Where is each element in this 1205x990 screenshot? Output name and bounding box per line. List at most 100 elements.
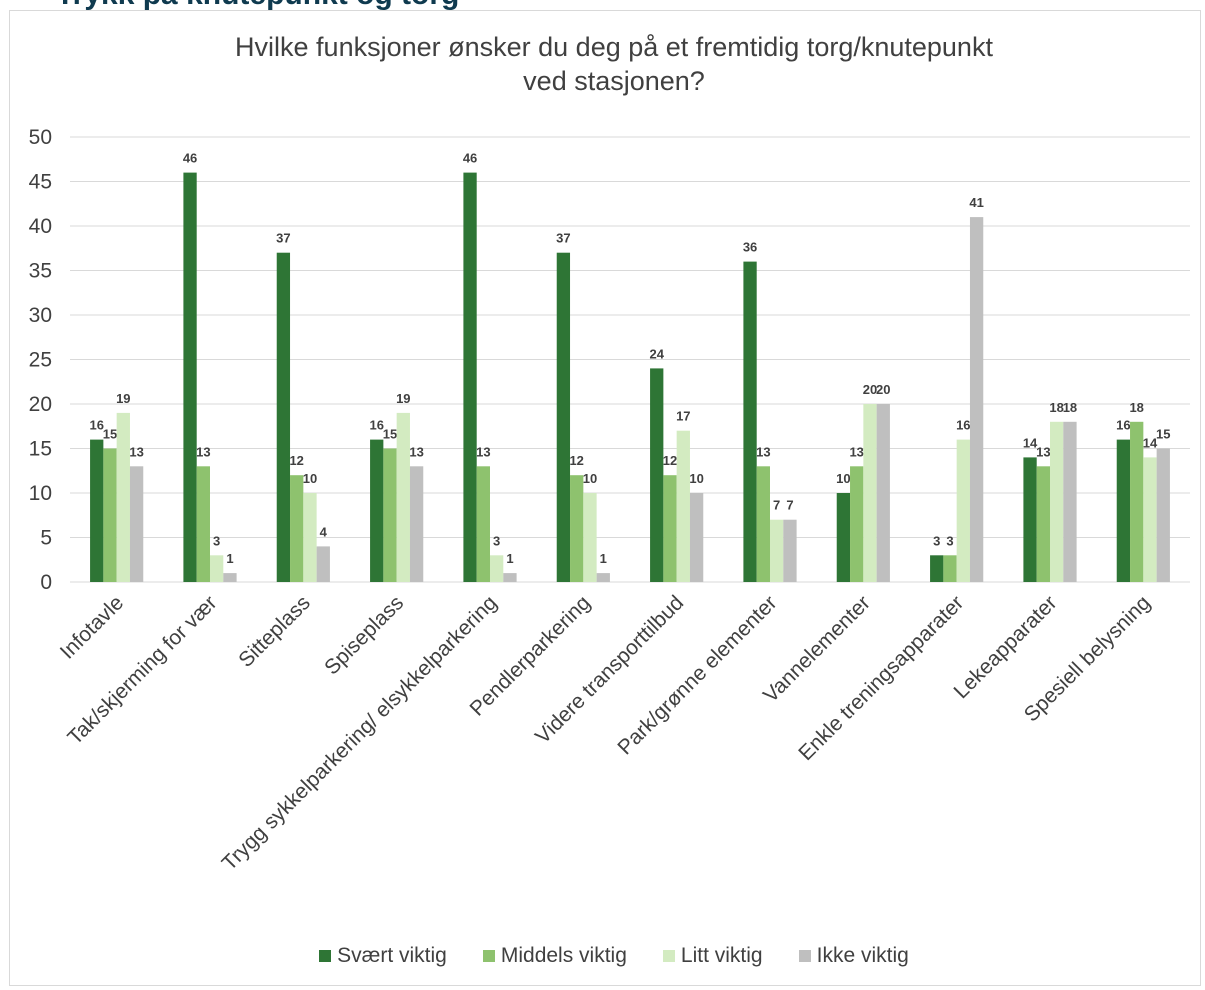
category-label: Sitteplass bbox=[234, 591, 315, 672]
bar bbox=[663, 475, 677, 582]
chart-title: Hvilke funksjoner ønsker du deg på et fr… bbox=[0, 30, 1205, 98]
data-label: 3 bbox=[493, 533, 500, 548]
data-label: 10 bbox=[689, 471, 703, 486]
y-tick-label: 50 bbox=[29, 126, 52, 149]
data-label: 20 bbox=[863, 382, 877, 397]
bar bbox=[463, 172, 477, 582]
data-label: 1 bbox=[226, 551, 233, 566]
data-label: 12 bbox=[569, 453, 583, 468]
legend-swatch bbox=[798, 950, 811, 962]
data-label: 7 bbox=[786, 498, 793, 513]
category-label: Enkle treningsapparater bbox=[794, 591, 968, 765]
bar bbox=[943, 555, 957, 582]
bar bbox=[290, 475, 304, 582]
heading-clip: Trykk på knutepunkt og torg bbox=[0, 0, 1205, 12]
category-label: Park/grønne elementer bbox=[613, 591, 781, 759]
bar bbox=[650, 368, 664, 582]
data-label: 13 bbox=[476, 444, 490, 459]
data-label: 12 bbox=[289, 453, 303, 468]
bar bbox=[316, 546, 330, 582]
bar bbox=[876, 404, 890, 582]
data-label: 10 bbox=[583, 471, 597, 486]
data-label: 4 bbox=[320, 524, 328, 539]
bar bbox=[969, 217, 984, 582]
data-label: 18 bbox=[1049, 400, 1063, 415]
legend-swatch bbox=[482, 950, 495, 962]
legend-item: Litt viktig bbox=[662, 944, 763, 968]
data-label: 20 bbox=[876, 382, 890, 397]
bar bbox=[1143, 457, 1157, 582]
y-tick-label: 45 bbox=[29, 171, 52, 194]
bar bbox=[476, 466, 490, 582]
legend-label: Middels viktig bbox=[500, 944, 627, 967]
data-label: 18 bbox=[1063, 400, 1077, 415]
data-label: 36 bbox=[743, 240, 757, 255]
bar bbox=[503, 573, 517, 582]
bar bbox=[570, 475, 584, 582]
legend-label: Ikke viktig bbox=[816, 944, 909, 967]
data-label: 41 bbox=[969, 195, 983, 210]
bar bbox=[743, 261, 757, 582]
data-label: 19 bbox=[116, 391, 130, 406]
data-label: 18 bbox=[1129, 400, 1143, 415]
data-label: 1 bbox=[506, 551, 513, 566]
bar bbox=[183, 172, 197, 582]
data-label: 13 bbox=[1036, 444, 1050, 459]
page-heading: Trykk på knutepunkt og torg bbox=[56, 0, 459, 12]
y-tick-label: 0 bbox=[40, 571, 52, 594]
bar bbox=[863, 404, 877, 582]
bar bbox=[556, 252, 571, 582]
chart-legend: Svært viktig Middels viktig Litt viktig Ikk… bbox=[0, 944, 1205, 968]
y-tick-label: 30 bbox=[29, 304, 52, 327]
legend-item: Middels viktig bbox=[482, 944, 627, 968]
data-label: 14 bbox=[1143, 435, 1158, 450]
bar bbox=[956, 439, 970, 582]
bar bbox=[370, 439, 384, 582]
data-label: 13 bbox=[196, 444, 210, 459]
data-label: 3 bbox=[933, 533, 940, 548]
data-label: 3 bbox=[213, 533, 220, 548]
bar bbox=[490, 555, 504, 582]
bar bbox=[1050, 421, 1064, 582]
bar bbox=[383, 448, 397, 582]
y-tick-label: 20 bbox=[29, 393, 52, 416]
data-label: 12 bbox=[663, 453, 677, 468]
bar bbox=[303, 493, 317, 582]
legend-swatch bbox=[662, 950, 675, 962]
chart-title-line-1: Hvilke funksjoner ønsker du deg på et fr… bbox=[235, 32, 993, 62]
legend-item: Ikke viktig bbox=[798, 944, 909, 968]
bar bbox=[1130, 421, 1144, 582]
bar bbox=[276, 252, 291, 582]
bar bbox=[129, 466, 144, 582]
y-tick-label: 35 bbox=[29, 260, 52, 283]
bar bbox=[783, 519, 797, 582]
bar bbox=[1156, 448, 1170, 582]
data-label: 10 bbox=[836, 471, 850, 486]
bar bbox=[409, 466, 424, 582]
y-tick-label: 40 bbox=[29, 215, 52, 238]
bar bbox=[1116, 439, 1131, 582]
data-label: 13 bbox=[409, 444, 423, 459]
bar bbox=[583, 493, 597, 582]
data-label: 16 bbox=[89, 418, 103, 433]
chart-title-line-2: ved stasjonen? bbox=[523, 66, 705, 96]
category-label: Infotavle bbox=[56, 591, 128, 663]
data-label: 3 bbox=[946, 533, 953, 548]
y-tick-label: 15 bbox=[29, 438, 52, 461]
bar bbox=[396, 412, 410, 582]
bar bbox=[90, 439, 104, 582]
bar bbox=[689, 493, 704, 582]
data-label: 46 bbox=[463, 151, 477, 166]
y-tick-label: 25 bbox=[29, 349, 52, 372]
data-label: 13 bbox=[849, 444, 863, 459]
data-label: 19 bbox=[396, 391, 410, 406]
bar bbox=[1023, 457, 1037, 582]
data-label: 16 bbox=[369, 418, 383, 433]
bar bbox=[836, 493, 851, 582]
legend-label: Litt viktig bbox=[680, 944, 763, 967]
bar bbox=[223, 573, 237, 582]
legend-item: Svært viktig bbox=[319, 944, 447, 968]
bar bbox=[756, 466, 770, 582]
